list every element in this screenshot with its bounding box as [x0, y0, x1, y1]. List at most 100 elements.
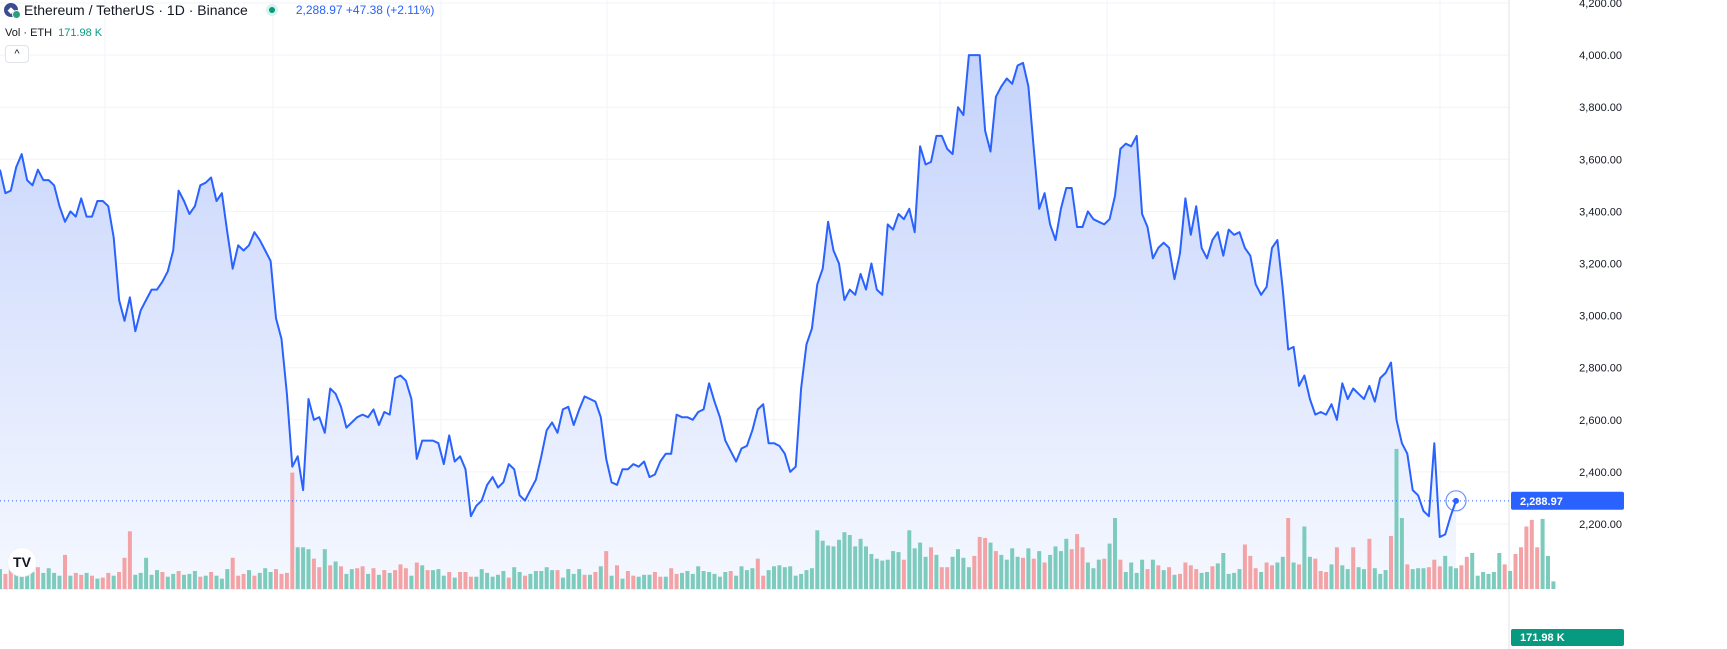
volume-bar — [1410, 569, 1415, 589]
volume-bar — [122, 557, 127, 589]
volume-bar — [339, 566, 343, 589]
y-tick-label: 3,400.00 — [1579, 206, 1622, 218]
volume-bar — [127, 531, 132, 589]
volume-bar — [1042, 562, 1047, 589]
y-tick-label: 2,600.00 — [1579, 415, 1622, 427]
volume-bar — [447, 572, 452, 589]
symbol-legend: ◆ Ethereum / TetherUS · 1D · Binance 2,2… — [4, 2, 435, 19]
volume-bar — [474, 576, 479, 589]
volume-bar — [1345, 569, 1350, 589]
volume-bar — [555, 570, 560, 589]
volume-bar — [100, 577, 105, 589]
volume-bar — [1280, 556, 1285, 589]
volume-tag-text: 171.98 K — [1520, 632, 1565, 644]
volume-bar — [1464, 556, 1469, 589]
volume-bar — [885, 559, 890, 589]
volume-bar — [1205, 572, 1209, 589]
volume-bar — [35, 567, 40, 589]
volume-bar — [496, 574, 500, 589]
volume-bar — [674, 573, 679, 589]
volume-bar — [734, 575, 739, 589]
volume-bar — [1486, 573, 1491, 589]
volume-bar — [241, 573, 246, 589]
volume-bar — [344, 573, 349, 589]
volume-bar — [52, 572, 57, 589]
volume-bar — [636, 576, 641, 589]
volume-bar — [257, 572, 262, 589]
volume-bar — [14, 572, 19, 589]
volume-legend-label[interactable]: Vol · ETH — [5, 27, 53, 39]
volume-bar — [225, 569, 230, 589]
legend-change: +47.38 — [345, 3, 383, 17]
volume-bar — [144, 557, 149, 589]
volume-bar — [1324, 572, 1329, 589]
market-status-icon[interactable] — [265, 4, 278, 16]
volume-bar — [750, 568, 755, 589]
volume-bar — [804, 570, 809, 589]
volume-bar — [431, 570, 435, 589]
volume-bar — [1167, 567, 1172, 589]
volume-bar — [1031, 558, 1036, 589]
volume-bar — [1096, 559, 1101, 589]
volume-bar — [728, 571, 733, 589]
volume-bar — [680, 572, 684, 589]
volume-bar — [717, 576, 722, 589]
volume-bar — [999, 554, 1004, 589]
volume-bar — [842, 532, 847, 589]
volume-bar — [652, 572, 657, 589]
volume-bar — [1058, 551, 1063, 589]
volume-bar — [1270, 565, 1274, 589]
volume-bar — [111, 575, 116, 589]
volume-bar — [198, 576, 203, 589]
collapse-legend-button[interactable]: ^ — [5, 45, 29, 63]
volume-bar — [604, 551, 609, 589]
volume-bar — [1161, 570, 1166, 589]
volume-bar — [761, 575, 766, 589]
volume-bar — [1318, 571, 1323, 589]
volume-bar — [777, 565, 782, 589]
y-tick-label: 3,000.00 — [1579, 311, 1622, 323]
volume-bar — [609, 575, 614, 589]
volume-bar — [1448, 566, 1453, 589]
volume-bar — [853, 546, 858, 589]
volume-bar — [539, 571, 544, 589]
price-axis[interactable]: 2,200.00 2,400.00 2,600.00 2,800.00 3,000.00… — [1579, 0, 1622, 531]
volume-bar — [25, 566, 30, 589]
volume-bar — [988, 542, 993, 589]
volume-bar — [847, 535, 852, 589]
volume-bar — [707, 572, 712, 589]
volume-bar — [133, 574, 138, 589]
volume-bar — [209, 572, 214, 589]
volume-bar — [0, 569, 2, 589]
volume-bar — [571, 573, 576, 589]
volume-bar — [1297, 564, 1301, 589]
volume-bar — [1334, 547, 1339, 589]
legend-price: 2,288.97 +47.38 (+2.11%) — [296, 3, 435, 17]
volume-bar — [192, 571, 197, 589]
volume-bar — [772, 566, 776, 589]
volume-bar — [1394, 448, 1399, 589]
y-tick-label: 3,600.00 — [1579, 154, 1622, 166]
volume-bar — [912, 548, 917, 589]
volume-bar — [73, 572, 78, 589]
volume-bar — [274, 569, 278, 589]
volume-bar — [918, 542, 923, 589]
volume-bar — [84, 572, 89, 589]
volume-bar — [1421, 568, 1426, 589]
volume-bar — [1221, 553, 1226, 589]
volume-bar — [1286, 518, 1291, 589]
volume-bar — [1150, 559, 1155, 589]
volume-bar — [187, 573, 192, 589]
volume-bar — [1053, 546, 1058, 589]
tradingview-logo-icon[interactable]: TV — [8, 548, 36, 576]
volume-bar — [582, 574, 587, 589]
symbol-title[interactable]: Ethereum / TetherUS · 1D · Binance — [24, 2, 248, 18]
volume-bar — [1172, 574, 1177, 589]
volume-bar — [864, 546, 868, 589]
volume-bar — [956, 549, 960, 589]
volume-bar — [1064, 538, 1069, 589]
chevron-up-icon: ^ — [14, 48, 20, 60]
volume-bar — [165, 576, 170, 589]
volume-bar — [1535, 547, 1540, 589]
